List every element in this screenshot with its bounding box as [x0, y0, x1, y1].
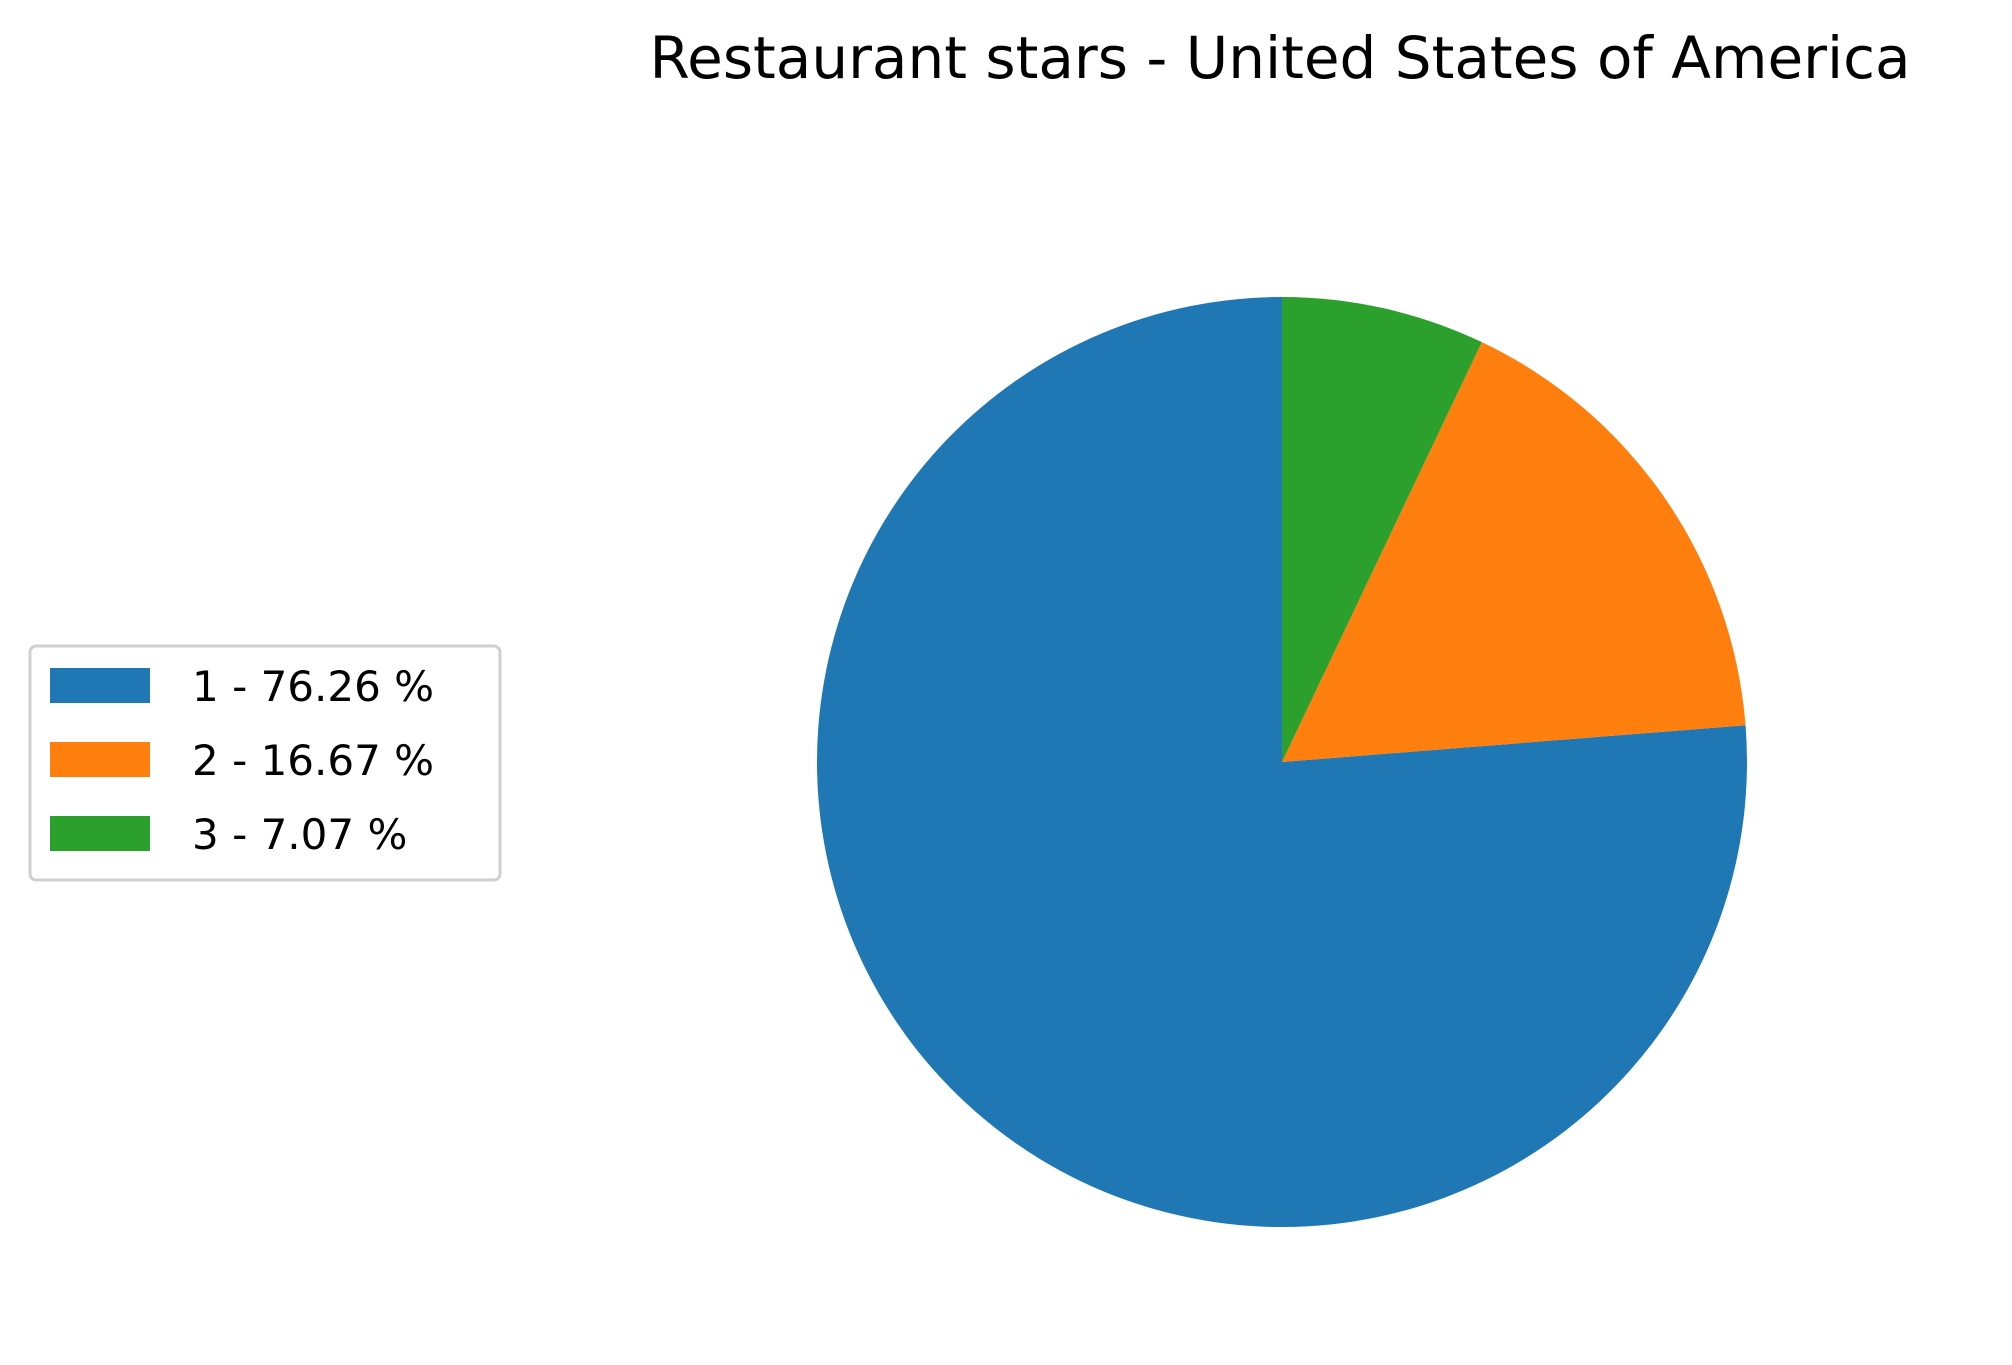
legend-label: 1 - 76.26 %: [192, 662, 434, 711]
legend-label: 3 - 7.07 %: [192, 810, 407, 859]
legend-label: 2 - 16.67 %: [192, 736, 434, 785]
pie-slice-3: [1282, 297, 1482, 762]
pie: [817, 297, 1748, 1227]
pie-slice-2: [1282, 342, 1746, 762]
legend: 1 - 76.26 % 2 - 16.67 % 3 - 7.07 %: [28, 644, 502, 882]
legend-swatch: [50, 742, 150, 777]
legend-swatch: [50, 668, 150, 703]
legend-swatch: [50, 816, 150, 851]
chart-title: Restaurant stars - United States of Amer…: [649, 24, 1910, 92]
